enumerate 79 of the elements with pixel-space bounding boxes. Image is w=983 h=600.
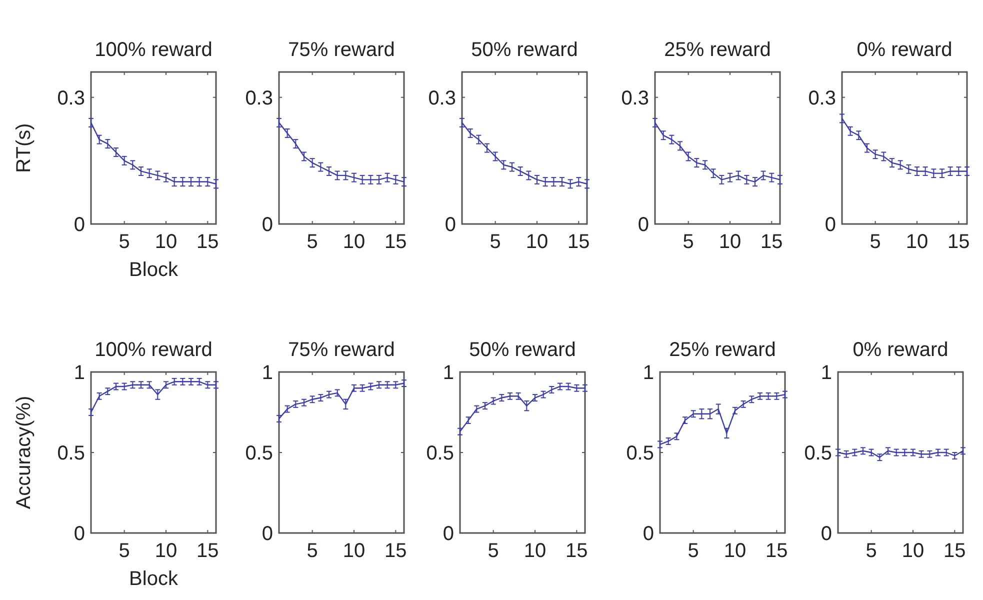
y-tick-label: 0.3 bbox=[621, 87, 649, 110]
x-axis-title: Block bbox=[129, 568, 179, 590]
line-series bbox=[837, 450, 964, 458]
x-tick-label: 5 bbox=[870, 231, 881, 253]
line-series bbox=[278, 122, 405, 182]
chart-title: 75% reward bbox=[288, 339, 395, 361]
x-axis-title: Block bbox=[129, 259, 179, 281]
x-tick-label: 5 bbox=[490, 231, 501, 253]
line-series bbox=[278, 382, 405, 420]
y-tick-label: 0 bbox=[262, 214, 273, 236]
x-tick-label: 15 bbox=[568, 231, 590, 253]
y-tick-label: 0.5 bbox=[626, 442, 654, 464]
x-tick-label: 15 bbox=[766, 540, 788, 562]
y-tick-label: 0.5 bbox=[57, 442, 85, 464]
y-axis-title: RT(s) bbox=[13, 123, 35, 173]
x-tick-label: 10 bbox=[154, 231, 178, 253]
x-tick-label: 10 bbox=[902, 540, 924, 562]
y-tick-label: 0.3 bbox=[428, 87, 456, 110]
x-tick-label: 10 bbox=[526, 231, 548, 253]
y-tick-label: 0 bbox=[642, 523, 654, 545]
x-tick-label: 5 bbox=[118, 231, 130, 253]
x-tick-label: 5 bbox=[306, 540, 318, 562]
y-tick-label: 0.3 bbox=[245, 87, 273, 110]
y-tick-label: 1 bbox=[74, 362, 85, 384]
y-axis-title: Accuracy(%) bbox=[13, 396, 35, 510]
line-series bbox=[461, 122, 588, 184]
chart-title: 0% reward bbox=[852, 339, 948, 361]
y-tick-label: 0.5 bbox=[245, 442, 273, 464]
chart-title: 75% reward bbox=[288, 39, 395, 61]
line-series bbox=[90, 122, 217, 184]
line-series bbox=[659, 394, 786, 446]
x-tick-label: 15 bbox=[384, 231, 407, 253]
x-tick-label: 10 bbox=[524, 540, 546, 562]
chart-title: 25% reward bbox=[664, 39, 771, 61]
x-tick-label: 15 bbox=[196, 540, 219, 562]
y-tick-label: 0 bbox=[74, 214, 85, 236]
y-tick-label: 1 bbox=[442, 362, 454, 384]
y-tick-label: 0.5 bbox=[426, 442, 454, 464]
x-tick-label: 5 bbox=[488, 540, 499, 562]
chart-title: 25% reward bbox=[669, 339, 776, 361]
chart-title: 50% reward bbox=[471, 39, 578, 61]
chart-title: 100% reward bbox=[94, 39, 212, 61]
x-tick-label: 5 bbox=[866, 540, 877, 562]
y-tick-label: 0.3 bbox=[808, 87, 836, 110]
x-tick-label: 15 bbox=[948, 231, 970, 253]
x-tick-label: 15 bbox=[384, 540, 407, 562]
line-series bbox=[459, 386, 586, 432]
x-tick-label: 10 bbox=[154, 540, 178, 562]
y-tick-label: 0.3 bbox=[57, 87, 85, 110]
x-tick-label: 10 bbox=[906, 231, 928, 253]
x-tick-label: 10 bbox=[342, 540, 366, 562]
x-tick-label: 15 bbox=[760, 231, 783, 253]
x-tick-label: 5 bbox=[688, 540, 699, 562]
x-tick-label: 15 bbox=[196, 231, 219, 253]
y-tick-label: 0.5 bbox=[804, 442, 832, 464]
line-series bbox=[654, 122, 781, 182]
y-tick-label: 0 bbox=[824, 214, 836, 236]
y-tick-label: 0 bbox=[262, 523, 273, 545]
line-series bbox=[90, 381, 217, 413]
y-tick-label: 0 bbox=[638, 214, 649, 236]
y-tick-label: 1 bbox=[820, 362, 832, 384]
y-tick-label: 1 bbox=[642, 362, 654, 384]
x-tick-label: 15 bbox=[944, 540, 966, 562]
x-tick-label: 5 bbox=[306, 231, 318, 253]
line-series bbox=[841, 118, 968, 174]
x-tick-label: 5 bbox=[682, 231, 694, 253]
y-tick-label: 1 bbox=[262, 362, 273, 384]
chart-title: 0% reward bbox=[856, 39, 952, 61]
y-tick-label: 0 bbox=[442, 523, 454, 545]
x-tick-label: 10 bbox=[342, 231, 366, 253]
y-tick-label: 0 bbox=[74, 523, 85, 545]
y-tick-label: 0 bbox=[820, 523, 832, 545]
y-tick-label: 0 bbox=[444, 214, 456, 236]
x-tick-label: 5 bbox=[118, 540, 130, 562]
x-tick-label: 10 bbox=[724, 540, 746, 562]
x-tick-label: 10 bbox=[718, 231, 742, 253]
x-tick-label: 15 bbox=[566, 540, 588, 562]
chart-title: 100% reward bbox=[94, 339, 212, 361]
chart-title: 50% reward bbox=[469, 339, 576, 361]
